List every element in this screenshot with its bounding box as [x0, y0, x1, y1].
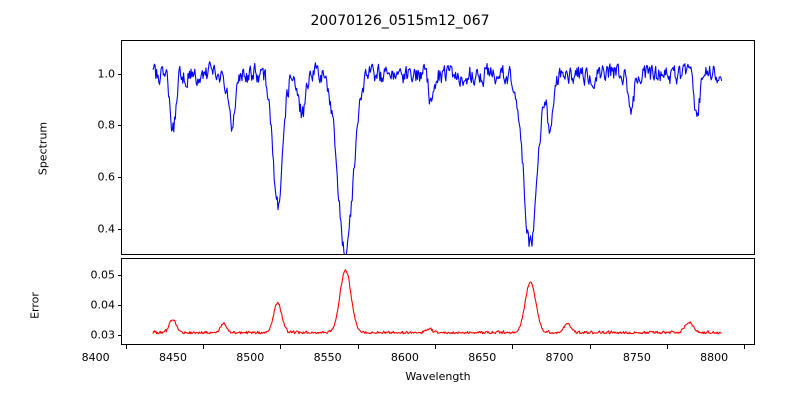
- xtick-mark: [357, 345, 359, 349]
- xtick-label: 8800: [700, 351, 729, 364]
- xtick-mark: [589, 345, 591, 349]
- error-series-line: [152, 269, 722, 335]
- spectrum-series-line: [152, 61, 723, 254]
- xtick-mark: [202, 345, 204, 349]
- ytick-mark-spectrum: [117, 73, 121, 75]
- xtick-label: 8550: [313, 351, 342, 364]
- xtick-label: 8700: [545, 351, 574, 364]
- xtick-label: 8450: [158, 351, 187, 364]
- ytick-label-error: 0.04: [90, 298, 116, 311]
- ytick-mark-spectrum: [117, 177, 121, 179]
- ytick-mark-spectrum: [117, 125, 121, 127]
- ytick-mark-error: [117, 334, 121, 336]
- error-plot-area: [121, 258, 755, 345]
- ytick-mark-spectrum: [117, 229, 121, 231]
- xtick-mark: [434, 345, 436, 349]
- xtick-label: 8400: [81, 351, 110, 364]
- xtick-label: 8500: [236, 351, 265, 364]
- y-axis-label-error: Error: [28, 292, 42, 319]
- xtick-mark: [744, 345, 746, 349]
- xtick-mark: [125, 345, 127, 349]
- xtick-mark: [512, 345, 514, 349]
- xtick-label: 8750: [622, 351, 651, 364]
- ytick-label-spectrum: 0.8: [97, 118, 116, 132]
- ytick-label-spectrum: 1.0: [97, 67, 116, 81]
- ytick-label-spectrum: 0.4: [97, 222, 116, 236]
- spectrum-plot-area: [121, 40, 755, 255]
- xtick-label: 8650: [468, 351, 497, 364]
- xtick-label: 8600: [390, 351, 419, 364]
- y-axis-label-spectrum: Spectrum: [36, 121, 50, 176]
- xtick-mark: [666, 345, 668, 349]
- chart-title: 20070126_0515m12_067: [310, 13, 490, 29]
- ytick-label-spectrum: 0.6: [97, 170, 116, 184]
- x-axis-label: Wavelength: [405, 370, 471, 383]
- ytick-label-error: 0.03: [90, 328, 116, 341]
- ytick-mark-error: [117, 304, 121, 306]
- xtick-mark: [280, 345, 282, 349]
- ytick-label-error: 0.05: [90, 268, 116, 281]
- ytick-mark-error: [117, 274, 121, 276]
